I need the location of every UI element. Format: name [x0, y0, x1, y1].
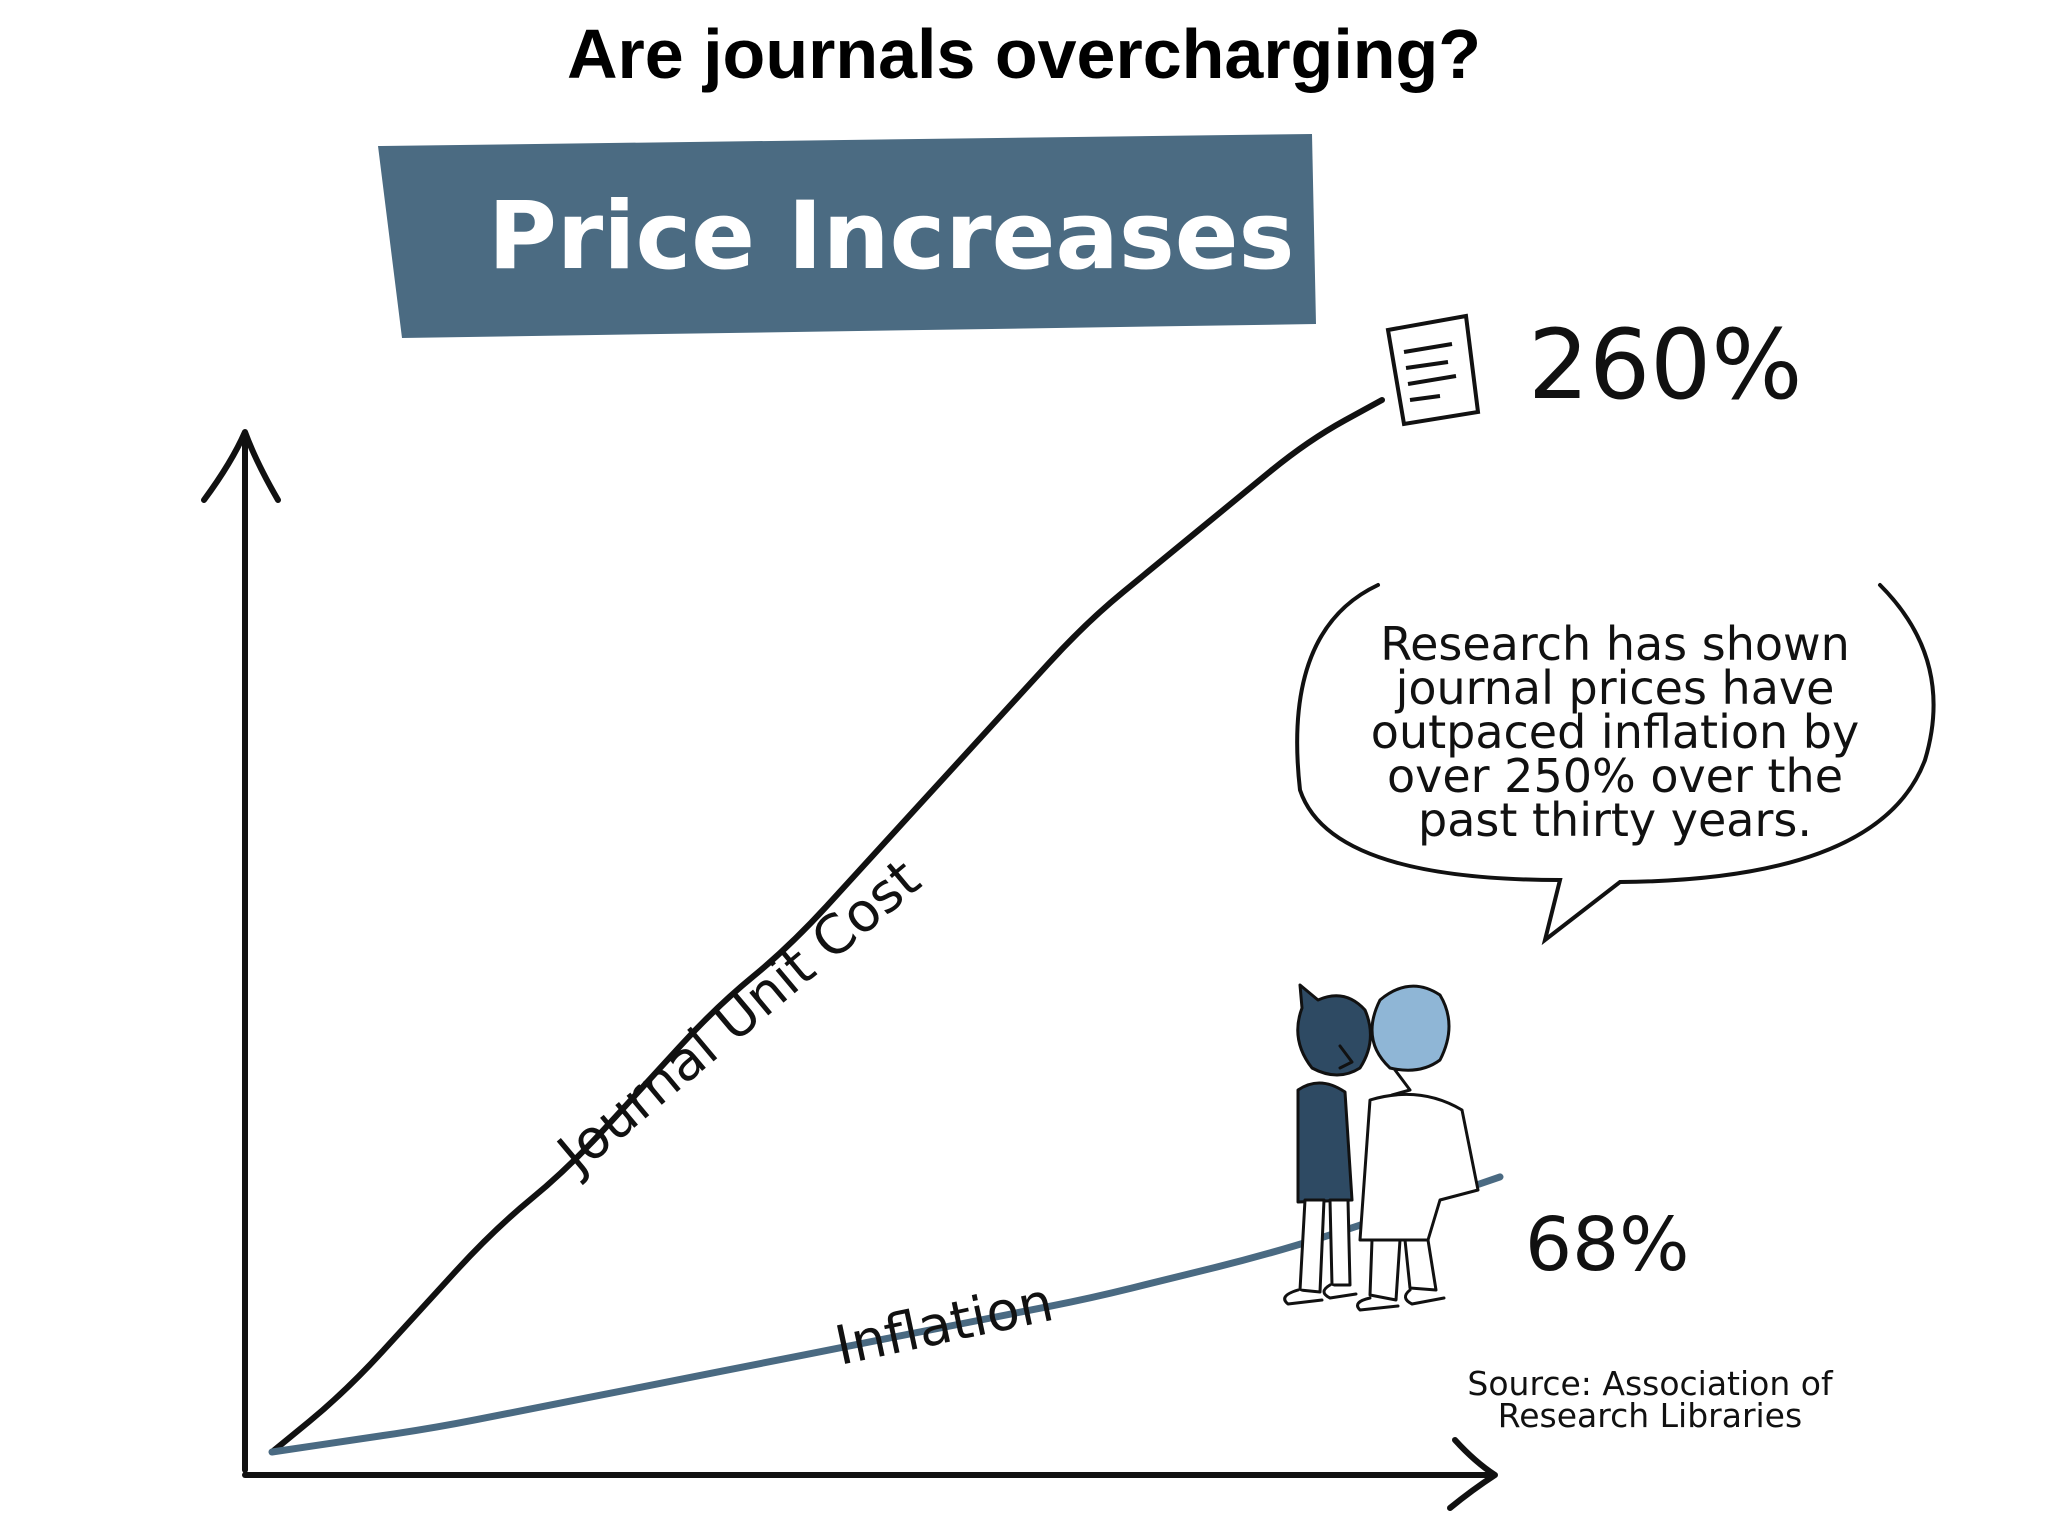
banner-background — [378, 134, 1316, 338]
callout-line: Research has shown — [1380, 617, 1850, 671]
series-label-inflation: Inflation — [830, 1270, 1059, 1378]
chart-title: Price Increases — [488, 182, 1294, 291]
series-layer — [268, 397, 1504, 1456]
callout-line: journal prices have — [1395, 661, 1835, 715]
callout-line: outpaced inflation by — [1371, 705, 1859, 759]
callout-text: Research has shown journal prices have out… — [1371, 617, 1859, 847]
source-line: Source: Association of — [1467, 1364, 1834, 1403]
journal-end-value-label: 260% — [1528, 309, 1802, 421]
chart-axes — [201, 429, 1498, 1511]
series-label-journal-unit-cost: Journal Unit Cost — [544, 847, 932, 1187]
callout-bubble: Research has shown journal prices have out… — [1295, 583, 1936, 946]
source-note: Source: Association of Research Libraries — [1467, 1364, 1834, 1435]
slide-title: Are journals overcharging? — [566, 15, 1482, 93]
inflation-end-value-label: 68% — [1525, 1202, 1689, 1288]
document-icon — [1385, 313, 1481, 427]
series-line-inflation — [268, 1173, 1504, 1456]
callout-line: past thirty years. — [1418, 793, 1812, 847]
callout-line: over 250% over the — [1387, 749, 1843, 803]
series-line-journal-unit-cost — [269, 397, 1385, 1455]
y-axis-arrowhead — [201, 429, 281, 503]
chart-title-banner: Price Increases — [378, 134, 1316, 338]
people-illustration — [1283, 983, 1480, 1312]
x-axis-arrowhead — [1447, 1437, 1498, 1511]
source-line: Research Libraries — [1498, 1396, 1802, 1435]
